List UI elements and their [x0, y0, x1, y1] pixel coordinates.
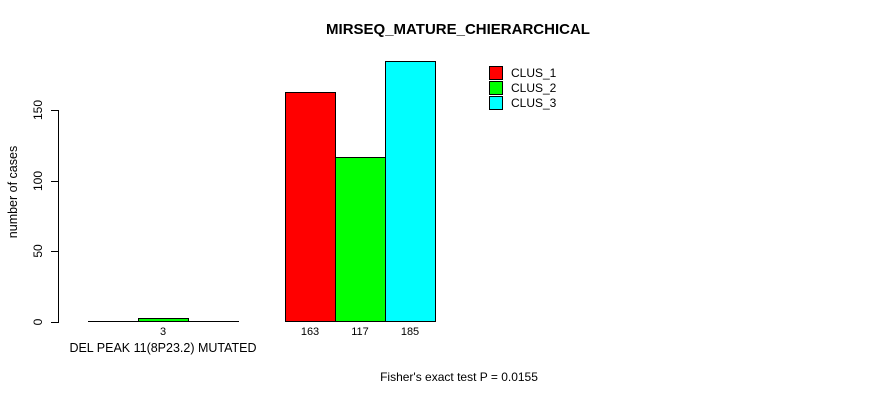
legend-label: CLUS_2 — [511, 81, 557, 95]
y-axis-tick — [51, 110, 58, 111]
bar-clus_2-group1 — [138, 318, 189, 322]
chart-title: MIRSEQ_MATURE_CHIERARCHICAL — [326, 21, 590, 38]
x-category-label: DEL PEAK 11(8P23.2) MUTATED — [69, 341, 257, 355]
bar-value-label: 163 — [300, 326, 320, 338]
legend-swatch-clus_3 — [489, 96, 503, 110]
y-axis-tick-label: 100 — [31, 170, 45, 192]
legend-label: CLUS_1 — [511, 66, 557, 80]
footer-annotation: Fisher's exact test P = 0.0155 — [380, 370, 538, 384]
bar-clus_1-group1 — [88, 321, 139, 322]
bar-value-label: 3 — [159, 326, 167, 338]
legend-label: CLUS_3 — [511, 96, 557, 110]
legend-swatch-clus_2 — [489, 81, 503, 95]
bar-value-label: 117 — [351, 326, 369, 338]
legend: CLUS_1 CLUS_2 CLUS_3 — [489, 66, 599, 112]
legend-swatch-clus_1 — [489, 66, 503, 80]
y-axis-tick — [51, 251, 58, 252]
legend-item: CLUS_2 — [489, 81, 599, 96]
bar-clus_2-group2 — [335, 157, 386, 322]
legend-item: CLUS_3 — [489, 96, 599, 111]
bar-clus_3-group2 — [385, 61, 436, 322]
legend-item: CLUS_1 — [489, 66, 599, 81]
y-axis-tick — [51, 322, 58, 323]
y-axis-tick-label: 150 — [31, 99, 45, 121]
y-axis-line — [58, 110, 59, 323]
y-axis-tick — [51, 181, 58, 182]
y-axis-tick-label: 50 — [31, 244, 45, 258]
bar-value-label: 185 — [400, 326, 420, 338]
y-axis-tick-label: 0 — [31, 318, 45, 326]
bar-clus_1-group2 — [285, 92, 336, 322]
bar-clus_3-group1 — [188, 321, 239, 322]
